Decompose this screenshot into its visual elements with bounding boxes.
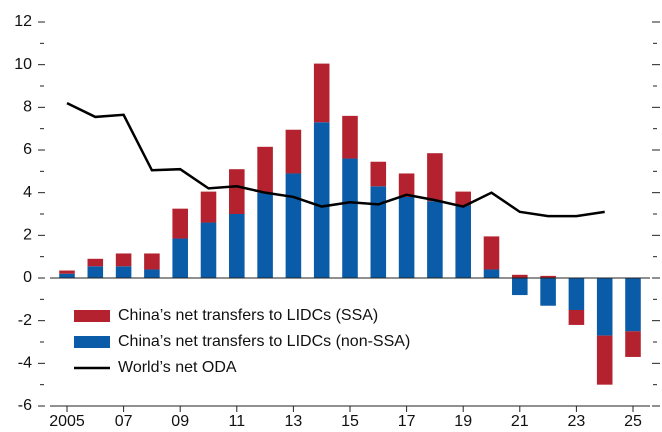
- bar: [144, 253, 160, 270]
- bar: [313, 63, 330, 123]
- x-tick-label: 07: [115, 413, 133, 430]
- y-tick-label: -6: [18, 397, 32, 414]
- legend-label: China’s net transfers to LIDCs (SSA): [118, 307, 378, 324]
- bar: [285, 129, 302, 174]
- bar: [200, 191, 217, 223]
- bar: [172, 208, 188, 239]
- bar: [59, 273, 75, 278]
- bar: [144, 269, 160, 278]
- x-tick-label: 15: [341, 413, 359, 430]
- bar: [596, 335, 613, 385]
- x-tick-label: 2005: [49, 413, 85, 430]
- bar: [229, 214, 245, 278]
- bar: [455, 205, 471, 278]
- x-tick-label: 25: [624, 413, 642, 430]
- bar: [342, 115, 358, 159]
- y-tick-label: 12: [14, 13, 32, 30]
- bar: [483, 269, 500, 278]
- legend-swatch: [74, 310, 110, 322]
- bar: [427, 201, 443, 278]
- y-tick-label: 4: [23, 184, 32, 201]
- y-tick-label: 10: [14, 56, 32, 73]
- bar: [540, 278, 556, 306]
- y-tick-label: 2: [23, 227, 32, 244]
- bar: [115, 266, 132, 278]
- bar: [87, 266, 104, 278]
- bar: [172, 238, 188, 278]
- bar: [512, 278, 528, 296]
- x-tick-label: 19: [454, 413, 472, 430]
- bar: [455, 191, 471, 206]
- bar: [596, 278, 613, 336]
- line: [66, 101, 605, 218]
- bar: [625, 331, 641, 357]
- bar: [540, 275, 556, 278]
- bar: [398, 196, 415, 278]
- x-tick-label: 13: [285, 413, 303, 430]
- bar: [285, 173, 302, 278]
- y-tick-label: 0: [23, 269, 32, 286]
- y-tick-label: -2: [18, 312, 32, 329]
- bar: [115, 253, 132, 267]
- bar: [370, 161, 387, 187]
- bar: [370, 186, 387, 278]
- bar: [398, 173, 415, 197]
- x-tick-label: 23: [568, 413, 586, 430]
- x-tick-label: 17: [398, 413, 416, 430]
- x-tick-label: 21: [511, 413, 529, 430]
- bar: [257, 192, 273, 278]
- x-tick-label: 09: [171, 413, 189, 430]
- x-tick-label: 11: [228, 413, 245, 430]
- bar: [342, 158, 358, 278]
- y-tick-label: 8: [23, 99, 32, 116]
- bar: [568, 310, 585, 325]
- bar: [200, 222, 217, 278]
- y-tick-label: 6: [23, 141, 32, 158]
- bar: [483, 236, 500, 270]
- bar: [568, 278, 585, 310]
- legend-label: China’s net transfers to LIDCs (non-SSA): [118, 333, 410, 350]
- legend-label: World’s net ODA: [118, 359, 237, 376]
- y-tick-label: -4: [18, 355, 32, 372]
- bar: [257, 146, 273, 193]
- bar: [229, 169, 245, 214]
- bar: [512, 274, 528, 278]
- bar: [625, 278, 641, 332]
- bar: [313, 122, 330, 279]
- bar: [427, 153, 443, 202]
- bar: [87, 258, 104, 267]
- bar: [59, 270, 75, 274]
- legend-swatch: [74, 336, 110, 348]
